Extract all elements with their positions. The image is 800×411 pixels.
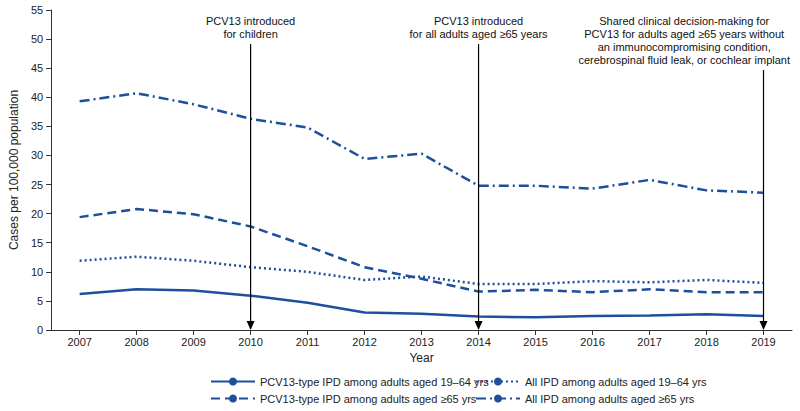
svg-text:5: 5 xyxy=(37,295,43,307)
svg-text:40: 40 xyxy=(31,91,43,103)
svg-text:Year: Year xyxy=(409,351,433,365)
svg-text:2007: 2007 xyxy=(67,336,91,348)
svg-text:25: 25 xyxy=(31,179,43,191)
svg-text:20: 20 xyxy=(31,208,43,220)
svg-text:PCV13 introduced: PCV13 introduced xyxy=(206,15,295,27)
svg-text:2015: 2015 xyxy=(523,336,547,348)
svg-text:2018: 2018 xyxy=(694,336,718,348)
svg-text:2013: 2013 xyxy=(409,336,433,348)
svg-text:50: 50 xyxy=(31,33,43,45)
svg-text:Shared clinical decision-makin: Shared clinical decision-making for xyxy=(599,15,769,27)
svg-text:PCV13 for adults aged ≥65 year: PCV13 for adults aged ≥65 years without xyxy=(584,28,784,40)
svg-text:2014: 2014 xyxy=(466,336,490,348)
svg-text:10: 10 xyxy=(31,266,43,278)
svg-text:2011: 2011 xyxy=(296,336,320,348)
svg-text:30: 30 xyxy=(31,149,43,161)
svg-text:an immunocompromising conditio: an immunocompromising condition, xyxy=(598,41,771,53)
svg-text:2008: 2008 xyxy=(124,336,148,348)
svg-text:Cases per 100,000 population: Cases per 100,000 population xyxy=(7,90,21,250)
svg-text:for children: for children xyxy=(223,28,277,40)
svg-text:15: 15 xyxy=(31,237,43,249)
svg-text:All IPD among adults aged 19–6: All IPD among adults aged 19–64 yrs xyxy=(525,376,707,388)
svg-text:All IPD among adults aged ≥65: All IPD among adults aged ≥65 yrs xyxy=(525,393,695,405)
svg-text:45: 45 xyxy=(31,62,43,74)
svg-text:2012: 2012 xyxy=(352,336,376,348)
svg-text:2016: 2016 xyxy=(580,336,604,348)
svg-text:2019: 2019 xyxy=(751,336,775,348)
svg-text:for all adults aged ≥65 years: for all adults aged ≥65 years xyxy=(409,28,548,40)
svg-text:PCV13-type IPD among adults ag: PCV13-type IPD among adults aged ≥65 yrs xyxy=(260,393,477,405)
svg-text:35: 35 xyxy=(31,120,43,132)
svg-text:0: 0 xyxy=(37,324,43,336)
svg-text:2010: 2010 xyxy=(238,336,262,348)
svg-text:cerebrospinal fluid leak, or c: cerebrospinal fluid leak, or cochlear im… xyxy=(578,54,790,66)
svg-text:55: 55 xyxy=(31,4,43,16)
svg-text:PCV13 introduced: PCV13 introduced xyxy=(434,15,523,27)
svg-text:2009: 2009 xyxy=(181,336,205,348)
svg-text:2017: 2017 xyxy=(637,336,661,348)
svg-text:PCV13-type IPD among adults ag: PCV13-type IPD among adults aged 19–64 y… xyxy=(260,376,489,388)
